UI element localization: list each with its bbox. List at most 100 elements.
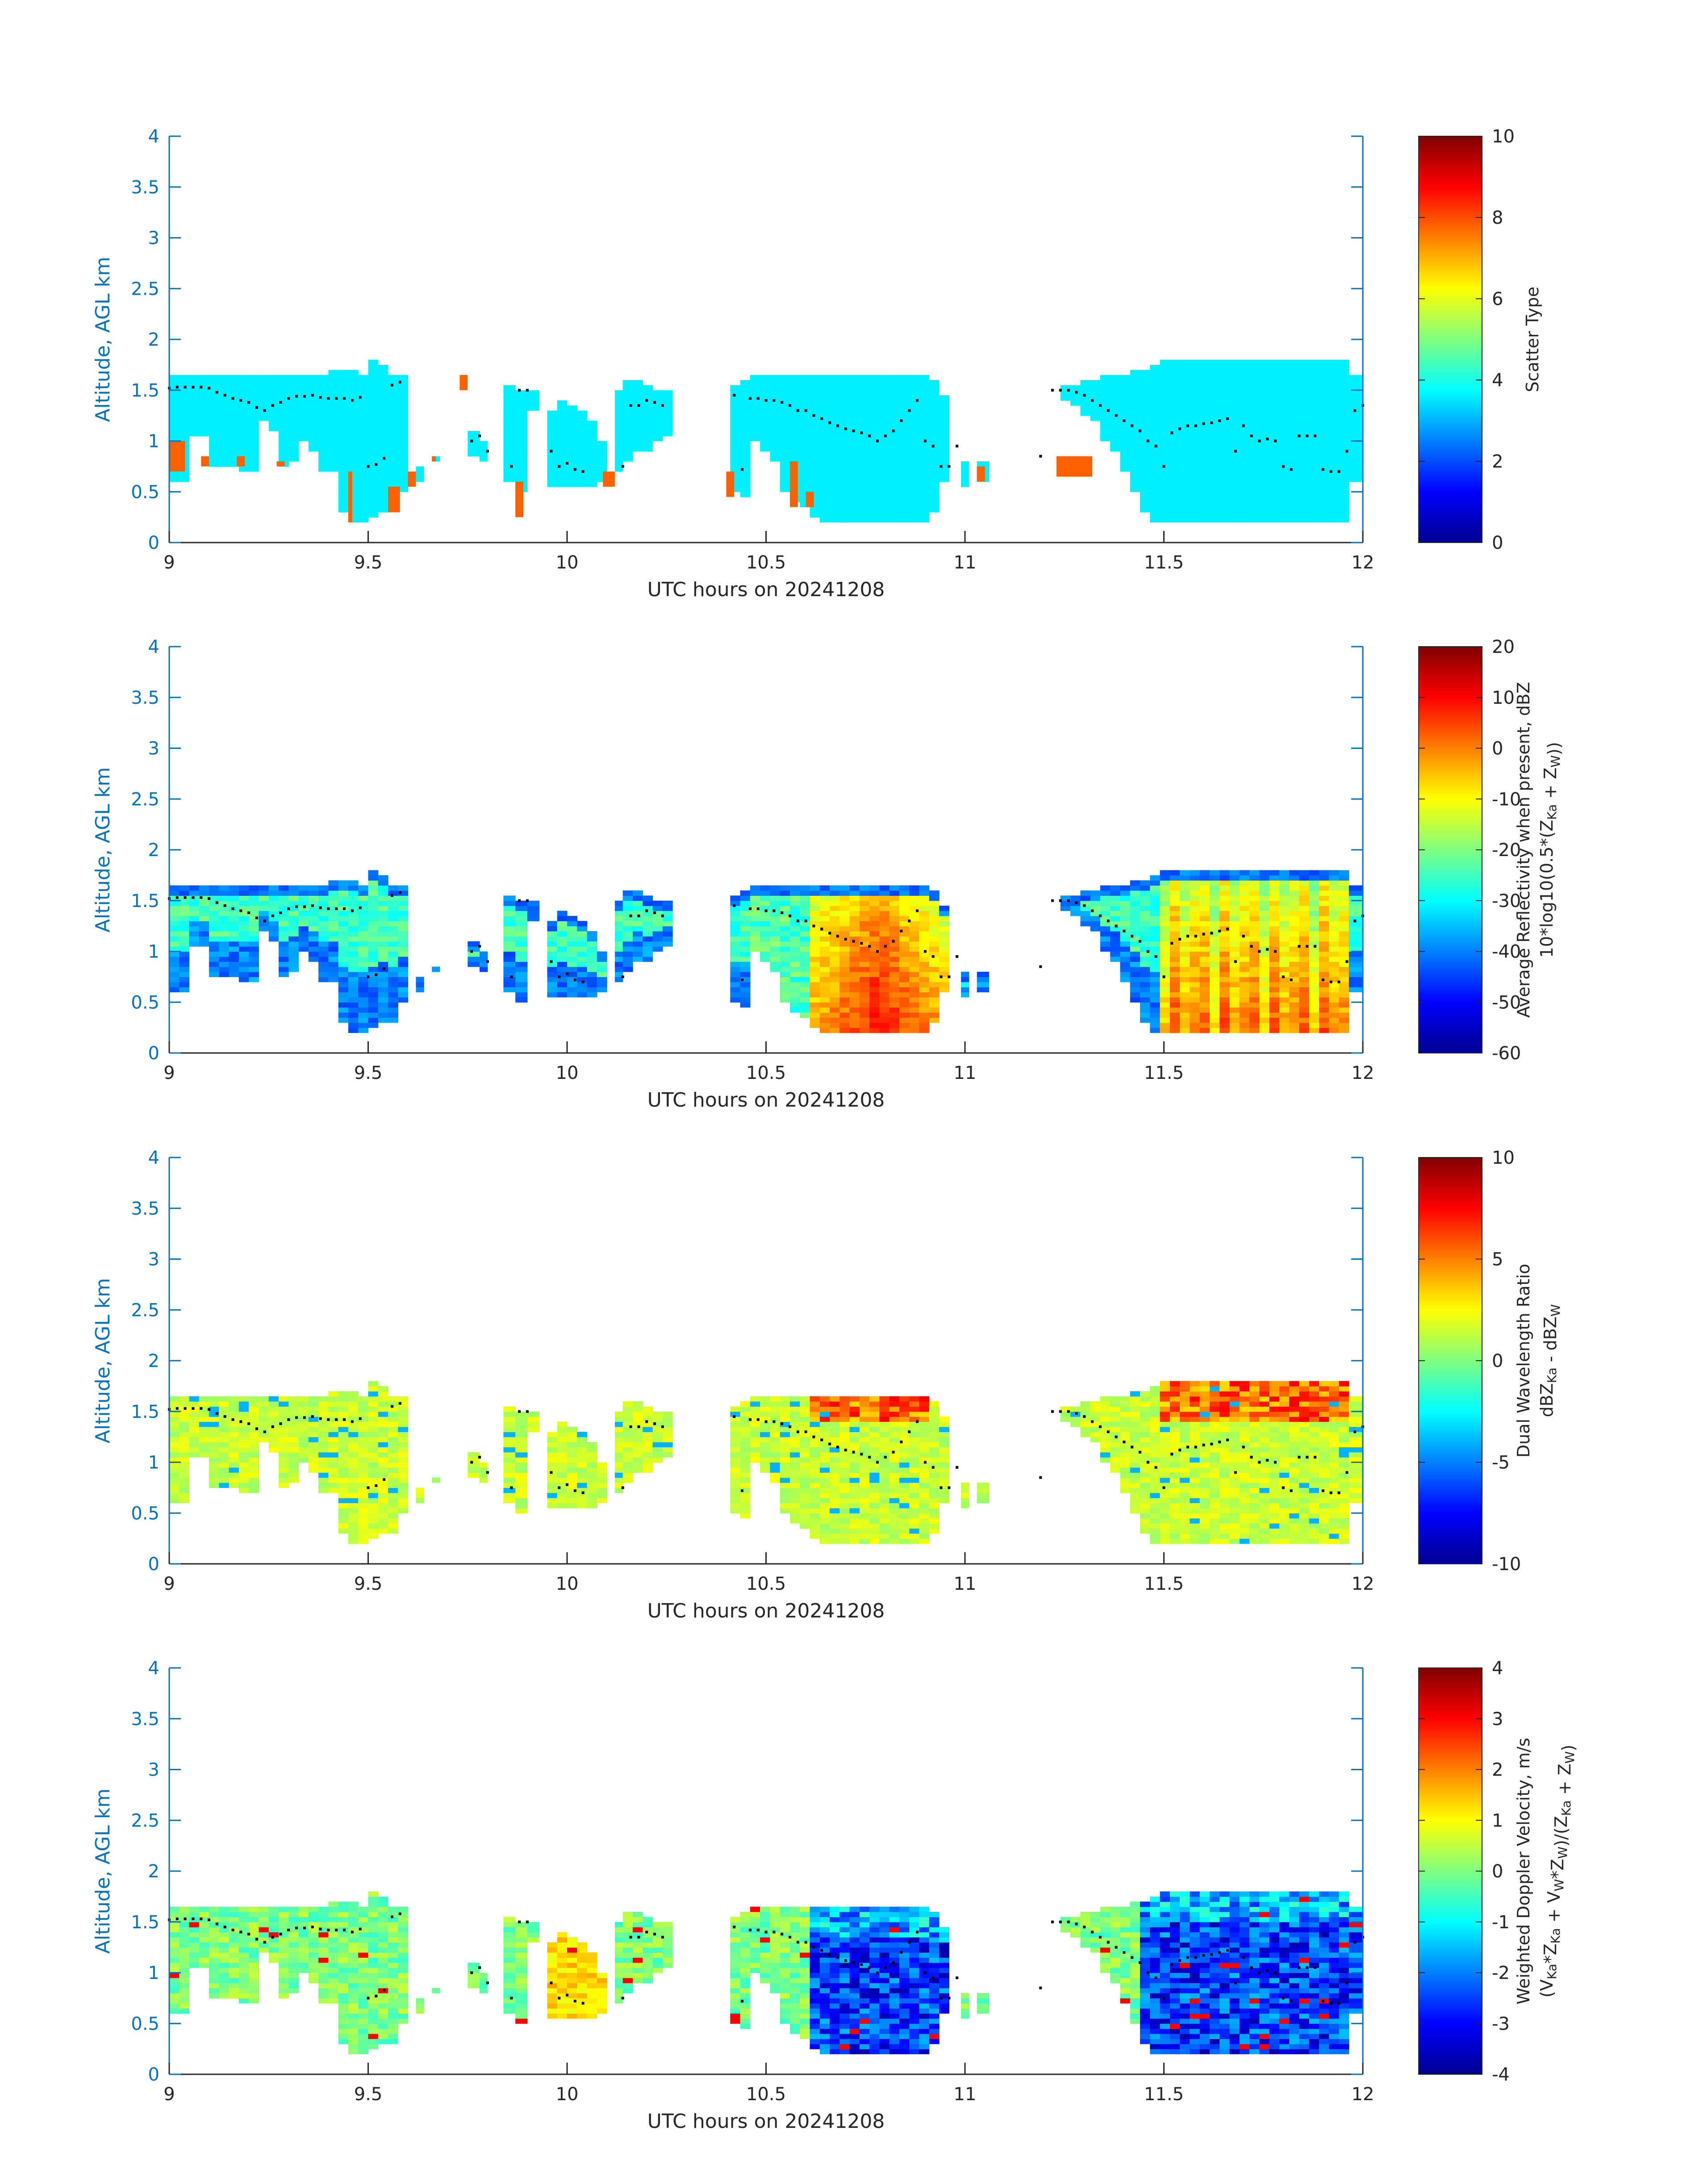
heatmap-cell xyxy=(1190,926,1200,932)
heatmap-cell xyxy=(279,1477,289,1483)
heatmap-cell xyxy=(503,410,516,416)
heatmap-cell xyxy=(199,410,209,416)
heatmap-cell xyxy=(298,921,309,927)
heatmap-cell xyxy=(1269,486,1280,492)
heatmap-cell xyxy=(889,885,900,891)
heatmap-cell xyxy=(298,915,309,921)
heatmap-cell xyxy=(279,421,289,426)
heatmap-cell xyxy=(740,946,751,952)
heatmap-cell xyxy=(1229,395,1240,401)
heatmap-cell xyxy=(1130,941,1140,947)
overlay-dot xyxy=(860,942,863,945)
heatmap-cell xyxy=(859,972,870,977)
heatmap-cell xyxy=(1239,926,1250,932)
x-tick-label: 9 xyxy=(163,552,175,573)
heatmap-cell xyxy=(919,997,930,1003)
heatmap-cell xyxy=(1219,966,1230,972)
heatmap-cell xyxy=(515,476,528,482)
heatmap-cell xyxy=(318,1467,329,1473)
overlay-dot xyxy=(486,450,489,453)
heatmap-cell xyxy=(1279,885,1290,891)
heatmap-cell xyxy=(859,931,870,936)
overlay-dot xyxy=(828,932,831,935)
heatmap-cell xyxy=(503,915,516,921)
heatmap-cell xyxy=(338,1007,349,1013)
heatmap-cell xyxy=(416,982,424,987)
heatmap-cell xyxy=(338,1508,349,1513)
heatmap-cell xyxy=(1349,972,1363,977)
heatmap-cell xyxy=(308,1401,319,1407)
heatmap-cell xyxy=(378,1417,388,1422)
heatmap-cell xyxy=(780,436,790,442)
heatmap-cell xyxy=(515,972,528,977)
heatmap-cell xyxy=(1130,992,1140,998)
heatmap-cell xyxy=(929,415,940,421)
heatmap-cell xyxy=(1269,941,1280,947)
heatmap-cell xyxy=(1190,390,1200,396)
heatmap-cell xyxy=(810,977,820,982)
heatmap-cell xyxy=(388,911,398,916)
heatmap-cell xyxy=(229,941,239,947)
heatmap-cell xyxy=(740,961,751,967)
heatmap-cell xyxy=(358,1432,369,1437)
heatmap-cell xyxy=(1239,517,1250,523)
heatmap-cell xyxy=(849,956,860,962)
heatmap-cell xyxy=(1279,992,1290,998)
heatmap-cell xyxy=(368,900,379,906)
heatmap-cell xyxy=(378,380,388,385)
heatmap-cell xyxy=(318,911,329,916)
heatmap-cell xyxy=(889,1012,900,1018)
heatmap-cell xyxy=(298,1396,309,1402)
heatmap-cell-secondary xyxy=(726,471,735,497)
heatmap-cell xyxy=(1259,517,1270,523)
heatmap-cell xyxy=(1319,926,1329,932)
heatmap-cell xyxy=(819,395,830,401)
heatmap-cell xyxy=(209,1396,219,1402)
heatmap-cell xyxy=(830,451,840,457)
heatmap-cell xyxy=(338,410,349,416)
heatmap-cell xyxy=(179,1477,190,1483)
heatmap-cell xyxy=(919,395,930,401)
heatmap-cell xyxy=(1319,997,1329,1003)
heatmap-cell xyxy=(1210,885,1220,891)
heatmap-cell xyxy=(1210,415,1220,421)
heatmap-cell xyxy=(909,987,920,993)
heatmap-cell xyxy=(515,466,528,472)
heatmap-cell xyxy=(1239,466,1250,472)
heatmap-cell xyxy=(1259,936,1270,942)
heatmap-cell xyxy=(1130,481,1140,487)
heatmap-cell xyxy=(1349,946,1363,952)
heatmap-cell xyxy=(1180,492,1190,497)
heatmap-cell xyxy=(1339,517,1349,523)
heatmap-cell xyxy=(750,941,760,947)
heatmap-cell xyxy=(1199,875,1210,881)
heatmap-cell xyxy=(249,441,259,447)
heatmap-cell xyxy=(662,415,673,421)
heatmap-cell xyxy=(348,885,359,891)
heatmap-cell xyxy=(790,911,800,916)
heatmap-cell xyxy=(1339,1007,1349,1013)
heatmap-cell xyxy=(298,931,309,936)
heatmap-cell xyxy=(587,982,597,987)
heatmap-cell xyxy=(730,385,741,391)
heatmap-cell xyxy=(219,446,230,451)
heatmap-cell xyxy=(1239,461,1250,467)
heatmap-cell xyxy=(388,395,398,401)
heatmap-cell xyxy=(662,926,673,932)
heatmap-cell xyxy=(929,436,940,442)
heatmap-cell xyxy=(1229,421,1240,426)
heatmap-cell xyxy=(1140,966,1150,972)
heatmap-cell xyxy=(348,461,359,467)
heatmap-cell xyxy=(567,982,577,987)
heatmap-cell xyxy=(614,446,623,451)
heatmap-cell xyxy=(770,405,781,411)
heatmap-cell xyxy=(1100,415,1111,421)
heatmap-cell xyxy=(1219,1002,1230,1008)
heatmap-cell xyxy=(189,400,200,406)
heatmap-cell xyxy=(1130,885,1140,891)
heatmap-cell xyxy=(1219,956,1230,962)
heatmap-cell xyxy=(1180,921,1190,927)
heatmap-cell xyxy=(348,972,359,977)
heatmap-cell xyxy=(730,400,741,406)
heatmap-cell xyxy=(780,936,790,942)
